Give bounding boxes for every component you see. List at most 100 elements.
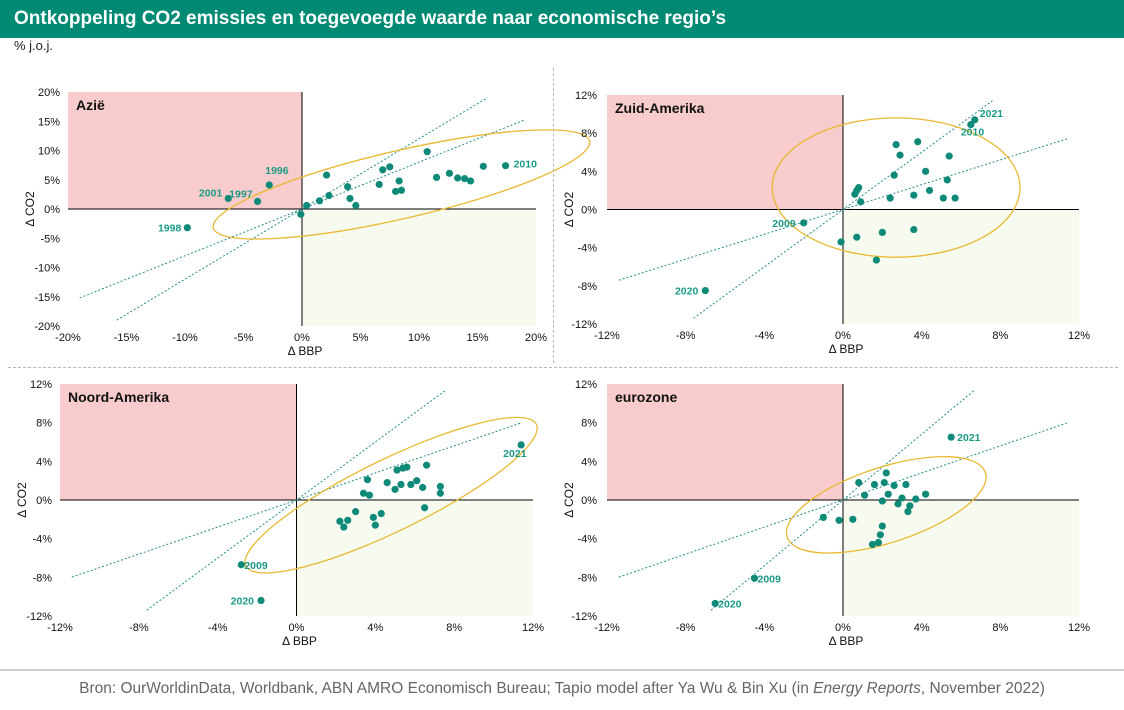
point-label: 1998 — [158, 223, 182, 235]
decoupling-zone-positive — [296, 500, 533, 616]
data-point — [436, 489, 444, 497]
data-point — [344, 516, 352, 524]
data-point — [904, 508, 912, 516]
panel-separator-vertical — [553, 68, 554, 363]
decoupling-zone-positive — [843, 209, 1079, 324]
x-axis-title: Δ BBP — [829, 634, 864, 648]
data-point — [501, 162, 510, 170]
data-point — [423, 148, 431, 156]
x-tick-label: -12% — [47, 622, 73, 634]
data-point — [297, 210, 305, 218]
data-point — [896, 151, 904, 159]
y-tick-label: -4% — [32, 534, 52, 546]
point-label: 1997 — [229, 188, 253, 200]
cluster-ellipse — [212, 129, 591, 240]
y-tick-label: 0% — [44, 204, 60, 216]
data-point — [454, 174, 462, 182]
data-point — [857, 198, 865, 206]
data-point — [910, 225, 918, 234]
x-tick-label: -15% — [114, 332, 140, 344]
y-tick-label: -4% — [577, 243, 597, 255]
trend-line-2 — [710, 389, 976, 611]
y-tick-label: 15% — [38, 116, 60, 128]
panel-title: eurozone — [615, 389, 677, 405]
data-point — [853, 233, 861, 241]
data-point — [346, 194, 354, 203]
y-tick-label: -8% — [577, 572, 597, 584]
data-point — [849, 515, 857, 523]
data-point — [914, 138, 922, 146]
data-point — [861, 491, 869, 499]
unit-label: % j.o.j. — [14, 38, 54, 53]
data-point — [711, 599, 719, 608]
y-axis-title: Δ CO2 — [15, 482, 29, 518]
point-label: 2020 — [675, 286, 699, 298]
decoupling-zone-negative — [607, 95, 843, 210]
cluster-ellipse — [244, 416, 538, 574]
data-point — [352, 508, 360, 516]
y-tick-label: -8% — [32, 572, 52, 584]
data-point — [910, 191, 918, 199]
y-tick-label: 12% — [30, 379, 52, 391]
data-point — [393, 466, 401, 474]
panel-title: Zuid-Amerika — [615, 100, 705, 116]
point-label: 2020 — [231, 596, 255, 608]
decoupling-zone-positive — [843, 500, 1079, 616]
y-tick-label: 4% — [36, 456, 52, 468]
data-point — [886, 194, 894, 202]
data-point — [874, 538, 882, 547]
data-point — [939, 194, 947, 202]
trend-line-2 — [116, 97, 488, 321]
data-point — [375, 180, 383, 189]
x-tick-label: 4% — [914, 330, 930, 342]
point-label: 2001 — [199, 187, 223, 199]
x-axis-title: Δ BBP — [829, 342, 864, 356]
panel-eurozone: -12% -8% -4% 0% 4% 8% 12% -12% -8% -4% 0% 4% 8% 12% Δ … — [562, 379, 1090, 648]
data-point — [413, 477, 421, 485]
data-point — [397, 480, 405, 489]
data-point — [371, 521, 379, 529]
data-point — [884, 490, 892, 498]
y-tick-label: 0% — [581, 205, 597, 217]
data-point — [392, 187, 400, 196]
data-point — [898, 494, 906, 502]
panel-azie: -20% -15% -10% -5% 0% 5% 10% 15% 20% -20% -15% -10%… — [23, 87, 591, 358]
x-tick-label: 0% — [289, 622, 305, 634]
data-point — [352, 201, 360, 210]
data-point — [906, 502, 914, 510]
data-point — [701, 287, 709, 295]
data-point — [837, 238, 845, 246]
x-tick-label: -5% — [234, 332, 254, 344]
y-tick-label: 8% — [36, 418, 52, 430]
x-tick-label: -8% — [129, 622, 149, 634]
data-point — [878, 522, 886, 530]
y-tick-label: 20% — [38, 87, 60, 99]
point-label: 2009 — [772, 218, 796, 230]
data-point — [391, 485, 399, 493]
data-point — [876, 531, 884, 539]
footer-rule — [0, 669, 1124, 671]
x-tick-label: 5% — [353, 332, 369, 344]
x-tick-label: -4% — [208, 622, 228, 634]
y-tick-label: 12% — [575, 379, 597, 391]
x-tick-label: 4% — [367, 622, 383, 634]
data-point — [432, 173, 441, 182]
title-bar: Ontkoppeling CO2 emissies en toegevoegde… — [0, 0, 1124, 38]
data-point — [461, 174, 469, 183]
y-tick-label: 5% — [44, 175, 60, 187]
y-tick-label: -12% — [571, 611, 597, 623]
data-point — [890, 481, 898, 490]
data-point — [403, 463, 411, 471]
data-point — [878, 228, 886, 236]
x-tick-label: 10% — [408, 332, 430, 344]
data-point — [967, 120, 975, 129]
data-point — [894, 500, 902, 508]
data-point — [855, 183, 863, 192]
point-label: 2020 — [718, 598, 742, 610]
x-tick-label: 0% — [835, 622, 851, 634]
x-tick-label: -12% — [594, 330, 620, 342]
y-tick-label: -20% — [34, 321, 60, 333]
x-tick-label: 0% — [835, 330, 851, 342]
data-point — [800, 219, 808, 227]
data-point — [397, 186, 406, 194]
